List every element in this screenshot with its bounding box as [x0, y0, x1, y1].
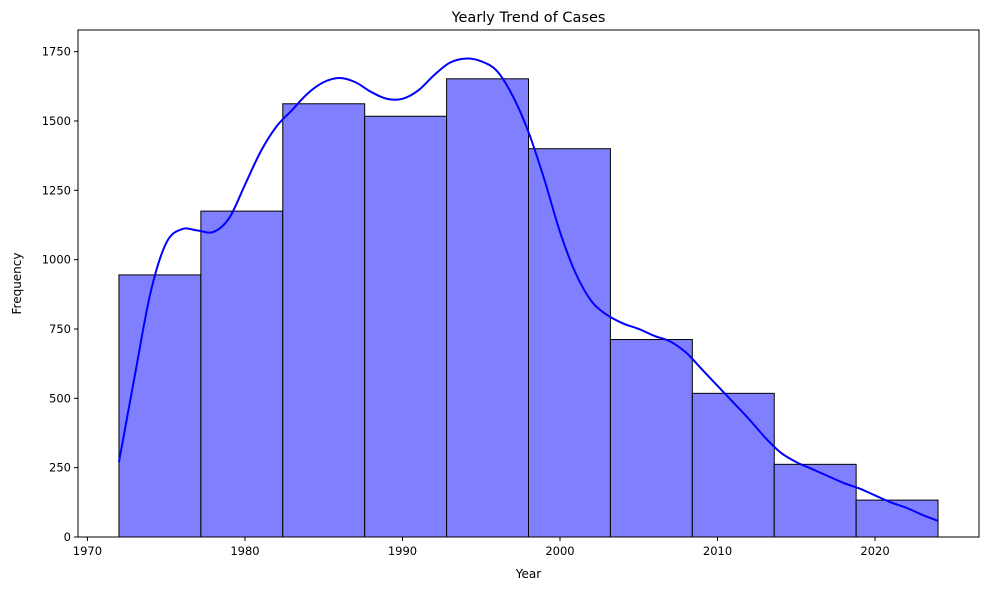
- x-tick-label: 2020: [860, 544, 889, 558]
- y-tick-label: 1250: [42, 183, 71, 197]
- x-axis-label: Year: [515, 567, 541, 581]
- histogram-bar-6: [528, 148, 611, 538]
- chart-title: Yearly Trend of Cases: [451, 10, 606, 26]
- histogram-bar-5: [446, 78, 529, 538]
- y-tick-label: 1750: [42, 45, 71, 59]
- histogram-bar-3: [282, 103, 366, 538]
- x-tick-label: 2000: [545, 544, 574, 558]
- y-tick-label: 250: [49, 461, 71, 475]
- histogram-bar-7: [609, 339, 693, 538]
- bars-layer: [118, 78, 939, 538]
- histogram-bar-2: [200, 210, 284, 538]
- y-tick-label: 1500: [42, 114, 71, 128]
- histogram-bar-1: [118, 274, 202, 538]
- histogram-bar-4: [364, 115, 448, 538]
- histogram-bar-9: [773, 463, 857, 538]
- y-tick-label: 1000: [42, 253, 71, 267]
- kde-line: [117, 57, 939, 522]
- x-tick-label: 1990: [388, 544, 417, 558]
- y-tick-label: 0: [64, 530, 71, 544]
- x-axis-ticks: 1970 1980 1990 2000 2010 2020: [73, 537, 890, 558]
- y-axis-label: Frequency: [10, 253, 24, 315]
- y-tick-label: 500: [49, 391, 71, 405]
- y-axis-ticks: 0 250 500 750 1000 1250 1500 1750: [42, 45, 78, 544]
- plot-frame: [77, 29, 980, 538]
- histogram-bar-10: [855, 499, 939, 538]
- x-tick-label: 1970: [73, 544, 102, 558]
- x-tick-label: 1980: [230, 544, 259, 558]
- x-tick-label: 2010: [703, 544, 732, 558]
- histogram-bar-8: [691, 392, 775, 538]
- y-tick-label: 750: [49, 322, 71, 336]
